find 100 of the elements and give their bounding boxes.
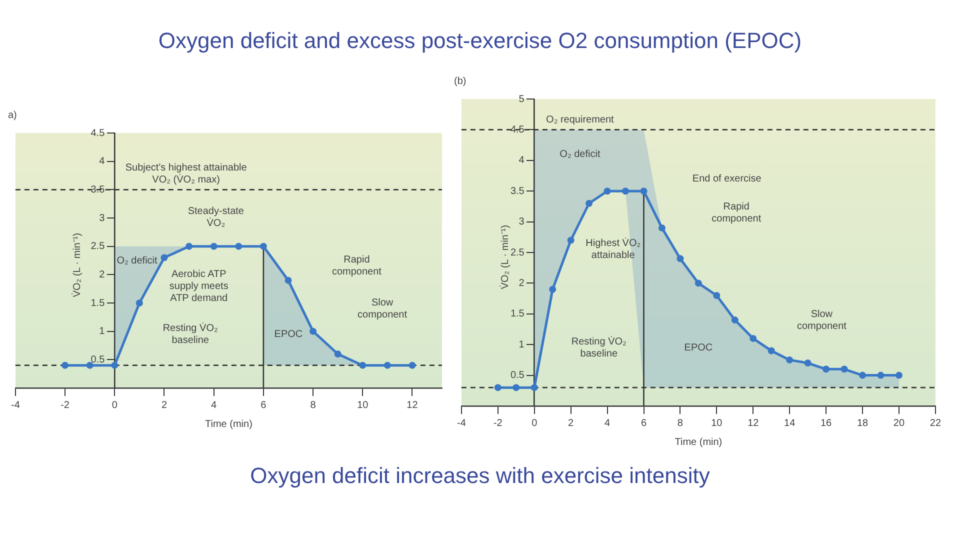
x-tick-label: 8 bbox=[677, 418, 684, 429]
point bbox=[111, 362, 118, 369]
point bbox=[284, 276, 292, 284]
point bbox=[859, 372, 866, 379]
x-tick-label: 12 bbox=[406, 400, 418, 411]
x-tick-label: 22 bbox=[930, 418, 942, 429]
point bbox=[604, 188, 611, 195]
text: (b) bbox=[454, 76, 466, 87]
point bbox=[186, 242, 193, 250]
x-tick-label: 14 bbox=[784, 418, 796, 429]
x-tick-label: -2 bbox=[60, 400, 70, 411]
point bbox=[530, 384, 538, 392]
point bbox=[235, 242, 242, 250]
y-tick-label: 0.5 bbox=[510, 370, 525, 382]
point bbox=[512, 384, 520, 392]
point bbox=[260, 242, 267, 250]
annotation: Slow component bbox=[358, 298, 408, 321]
point bbox=[160, 254, 168, 262]
x-tick-label: 6 bbox=[640, 418, 647, 429]
y-axis-title: V̇O₂ (L · min⁻¹) bbox=[498, 224, 511, 290]
x-tick-label: 12 bbox=[748, 418, 760, 429]
y-tick-label: 5 bbox=[518, 94, 525, 105]
x-tick-label: 2 bbox=[568, 418, 574, 429]
annotation: Slow component bbox=[796, 308, 847, 332]
point bbox=[713, 292, 720, 299]
y-tick-label: 1 bbox=[99, 326, 106, 338]
point bbox=[334, 350, 342, 358]
point bbox=[822, 366, 830, 373]
annotation: O₂ deficit bbox=[116, 255, 158, 266]
point bbox=[731, 316, 738, 324]
x-tick-label: -2 bbox=[493, 418, 503, 429]
y-tick-label: 4.5 bbox=[90, 128, 106, 139]
annotation: Highest V̇O₂ attainable bbox=[586, 238, 641, 262]
point bbox=[694, 280, 702, 287]
x-tick-label: 8 bbox=[310, 400, 316, 411]
x-tick-label: 18 bbox=[856, 418, 869, 429]
y-tick-label: 3 bbox=[99, 212, 106, 224]
x-tick-label: 0 bbox=[112, 400, 118, 411]
y-tick-label: 4.5 bbox=[510, 124, 525, 136]
y-tick-label: 1.5 bbox=[510, 308, 525, 320]
point bbox=[804, 360, 812, 367]
text: Oxygen deficit increases with exercise intensity bbox=[249, 463, 711, 489]
point bbox=[359, 362, 366, 369]
y-tick-label: 1 bbox=[518, 339, 525, 350]
x-tick-label: 20 bbox=[893, 418, 905, 429]
point bbox=[86, 362, 94, 369]
x-tick-label: -4 bbox=[456, 418, 466, 429]
annotation: End of exercise bbox=[692, 174, 762, 185]
y-tick-label: 0.5 bbox=[90, 354, 106, 366]
point bbox=[494, 384, 502, 392]
point bbox=[567, 236, 574, 244]
x-tick-label: -4 bbox=[10, 400, 20, 411]
annotation: EPOC bbox=[684, 342, 713, 354]
y-axis-title: V̇O₂ (L · min⁻¹) bbox=[70, 232, 83, 298]
x-tick-label: 16 bbox=[820, 418, 832, 429]
y-tick-label: 2.5 bbox=[90, 241, 106, 252]
point bbox=[640, 188, 648, 195]
point bbox=[210, 242, 218, 250]
y-tick-label: 2 bbox=[99, 269, 106, 280]
ref-line-label: O₂ requirement bbox=[546, 114, 614, 126]
x-tick-label: 4 bbox=[211, 400, 218, 411]
point bbox=[586, 200, 593, 207]
point bbox=[676, 255, 684, 262]
annotation: Resting V̇O₂ baseline bbox=[571, 336, 627, 360]
point bbox=[384, 362, 391, 369]
x-tick-label: 6 bbox=[260, 400, 267, 411]
point bbox=[895, 372, 902, 379]
point bbox=[310, 328, 317, 335]
y-tick-label: 2 bbox=[518, 278, 525, 289]
point bbox=[768, 347, 775, 354]
annotation: Steady-state V̇O₂ bbox=[188, 206, 244, 229]
annotation: EPOC bbox=[274, 329, 303, 340]
annotation: Rapid component bbox=[332, 254, 382, 278]
x-tick-label: 0 bbox=[532, 418, 538, 429]
point bbox=[658, 224, 666, 232]
point bbox=[622, 188, 630, 195]
point bbox=[408, 362, 416, 369]
x-tick-label: 4 bbox=[604, 418, 611, 429]
y-tick-label: 1.5 bbox=[90, 298, 106, 309]
y-tick-label: 2.5 bbox=[510, 247, 525, 258]
annotation: O₂ deficit bbox=[560, 149, 600, 160]
x-tick-label: 10 bbox=[711, 418, 723, 429]
point bbox=[62, 362, 69, 369]
point bbox=[786, 356, 794, 364]
point bbox=[136, 300, 143, 306]
point bbox=[840, 366, 848, 373]
annotation: Aerobic ATP supply meets ATP demand bbox=[169, 268, 228, 304]
annotation: Resting V̇O₂ baseline bbox=[162, 322, 218, 346]
x-axis-title: Time (min) bbox=[674, 436, 722, 448]
y-tick-label: 3.5 bbox=[510, 186, 525, 197]
ref-line-label: Subject's highest attainable VO₂ (V̇O₂ max) bbox=[125, 162, 248, 186]
chart-title: Oxygen deficit and excess post-exercise O2 consumption (EPOC) bbox=[157, 28, 803, 54]
x-tick-label: 2 bbox=[161, 400, 168, 411]
x-tick-label: 10 bbox=[357, 400, 369, 411]
y-tick-label: 3 bbox=[518, 216, 525, 228]
y-tick-label: 4 bbox=[518, 155, 525, 166]
point bbox=[549, 286, 556, 293]
x-axis-title: Time (min) bbox=[205, 418, 252, 430]
point bbox=[877, 372, 884, 379]
y-tick-label: 4 bbox=[99, 156, 106, 168]
